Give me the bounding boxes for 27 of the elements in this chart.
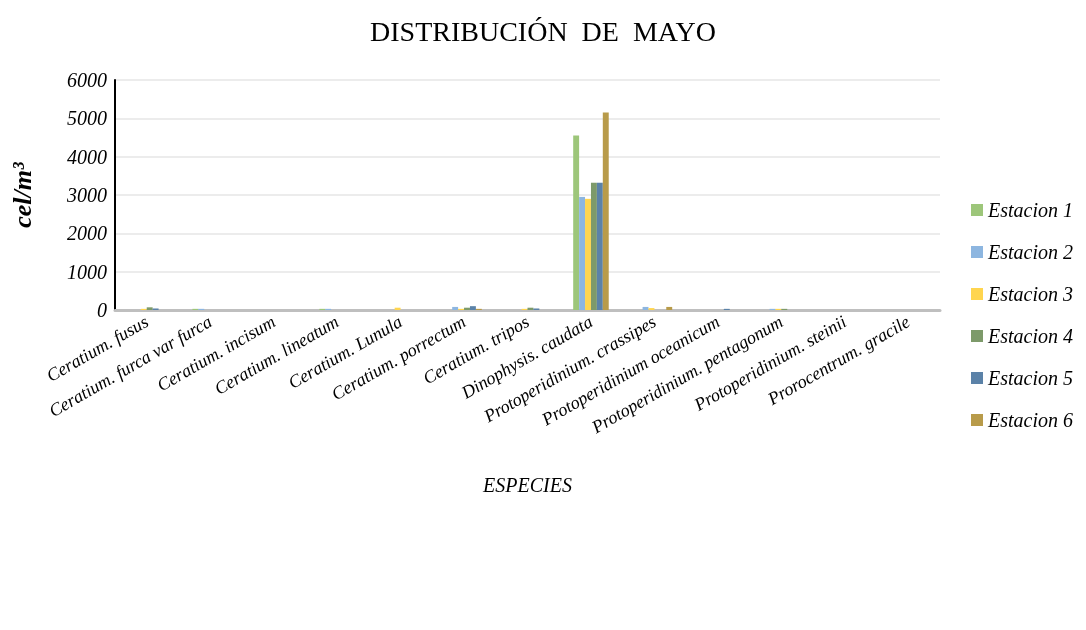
legend-label: Estacion 4 — [987, 325, 1074, 347]
y-tick-label: 5000 — [67, 107, 107, 130]
y-tick-label: 2000 — [67, 222, 107, 245]
bar — [585, 198, 591, 310]
bar — [590, 182, 597, 310]
legend-label: Estacion 1 — [987, 199, 1074, 221]
x-axis-title: ESPECIES — [482, 474, 572, 496]
legend-label: Estacion 5 — [987, 367, 1074, 389]
bar — [573, 135, 580, 310]
legend-label: Estacion 3 — [987, 283, 1074, 305]
y-tick-label: 6000 — [67, 69, 107, 91]
legend-label: Estacion 6 — [987, 409, 1074, 431]
y-tick-label: 3000 — [66, 184, 107, 206]
y-tick-label: 0 — [97, 299, 107, 321]
legend-label: Estacion 2 — [987, 241, 1074, 263]
bar — [579, 196, 586, 310]
bar — [666, 306, 673, 310]
y-tick-label: 4000 — [67, 145, 107, 168]
chart-title: DISTRIBUCIÓN DE MAYO — [370, 15, 716, 47]
y-axis-title: cel/m³ — [7, 161, 37, 228]
bar — [452, 306, 459, 310]
bar — [596, 182, 603, 310]
bar — [146, 307, 153, 310]
bar — [642, 306, 649, 310]
bar — [469, 306, 476, 310]
bar — [602, 112, 609, 310]
y-tick-label: 1000 — [67, 260, 107, 283]
